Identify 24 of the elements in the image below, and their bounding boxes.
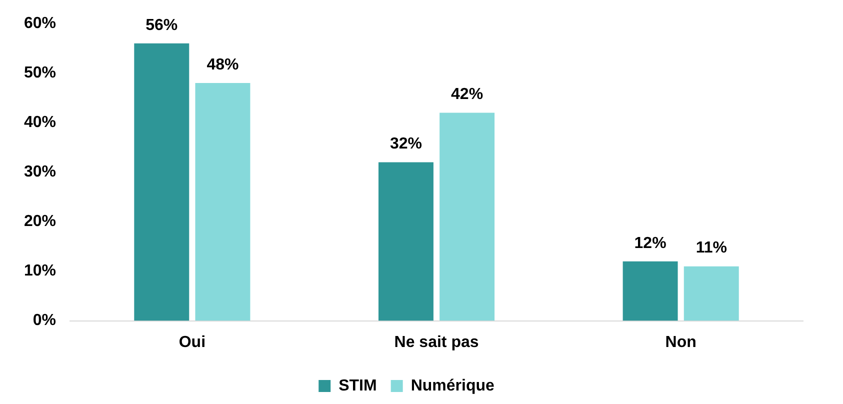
bar: [684, 266, 739, 321]
bar: [440, 112, 495, 321]
bar: [622, 261, 678, 321]
x-tick-label: Oui: [178, 334, 206, 351]
data-label: 11%: [696, 240, 727, 257]
bar: [195, 83, 250, 321]
data-label: 42%: [451, 86, 484, 104]
x-tick-label: Non: [665, 334, 696, 351]
y-tick-label: 50%: [24, 64, 56, 82]
data-label: 12%: [634, 234, 666, 252]
y-tick-label: 10%: [24, 262, 56, 280]
y-tick-label: 0%: [32, 312, 56, 330]
legend-label: Numérique: [410, 377, 494, 394]
y-tick-label: 60%: [24, 15, 56, 32]
bar: [134, 43, 190, 321]
y-tick-label: 20%: [24, 213, 56, 230]
legend-label: STIM: [338, 377, 377, 394]
y-tick-label: 40%: [24, 114, 56, 132]
data-label: 32%: [390, 136, 422, 153]
data-label: 56%: [146, 16, 178, 34]
y-tick-label: 30%: [24, 164, 56, 181]
x-tick-label: Ne sait pas: [394, 334, 479, 351]
data-label: 48%: [206, 56, 239, 74]
bar: [378, 162, 434, 321]
